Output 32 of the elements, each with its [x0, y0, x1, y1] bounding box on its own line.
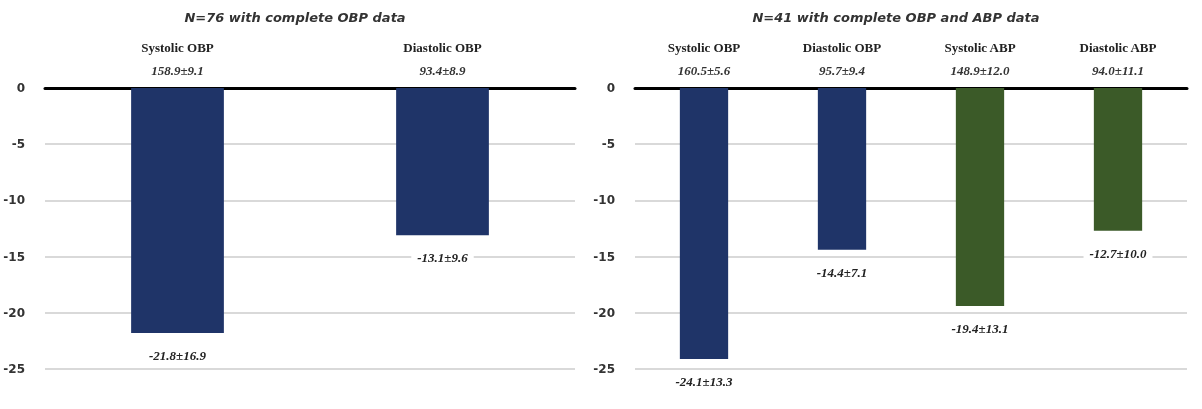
y-tick-label: -10	[593, 193, 615, 208]
y-tick-label: -5	[11, 137, 25, 152]
data-label: -12.7±10.0	[1089, 245, 1147, 261]
y-tick-label: -25	[3, 362, 25, 376]
text: 95.7±9.4	[818, 62, 866, 78]
y-tick-label: 0	[606, 81, 615, 95]
y-tick-label: -20	[3, 305, 25, 320]
y-tick-label: -15	[593, 249, 615, 264]
chart-title: N=76 with complete OBP data	[184, 10, 406, 25]
text: 93.4±8.9	[419, 62, 467, 78]
data-label: -14.4±7.1	[816, 264, 868, 280]
y-tick-label: 0	[16, 81, 25, 95]
x-tick-label: Systolic OBP	[141, 39, 214, 55]
x-tick-label: Diastolic OBP	[802, 39, 882, 55]
data-label: -13.1±9.6	[417, 250, 469, 266]
y-tick-label: -20	[593, 305, 615, 320]
y-tick-label: -15	[3, 249, 25, 264]
x-tick-label: Systolic ABP	[944, 39, 1016, 55]
y-tick-label: -25	[593, 362, 615, 376]
text: 94.0±11.1	[1092, 62, 1144, 78]
data-label: -24.1±13.3	[675, 373, 733, 389]
data-label: -19.4±13.1	[951, 321, 1009, 337]
text: 158.9±9.1	[151, 62, 204, 78]
x-tick-label: Systolic OBP	[667, 39, 741, 55]
y-tick-label: -5	[601, 137, 615, 152]
data-label: -21.8±16.9	[149, 348, 207, 364]
y-tick-label: -10	[3, 193, 25, 208]
x-tick-label: Diastolic OBP	[403, 39, 482, 55]
chart-title: N=41 with complete OBP and ABP data	[752, 10, 1040, 25]
text: 148.9±12.0	[950, 62, 1011, 78]
x-tick-label: Diastolic ABP	[1079, 39, 1157, 55]
text: 160.5±5.6	[677, 62, 731, 78]
